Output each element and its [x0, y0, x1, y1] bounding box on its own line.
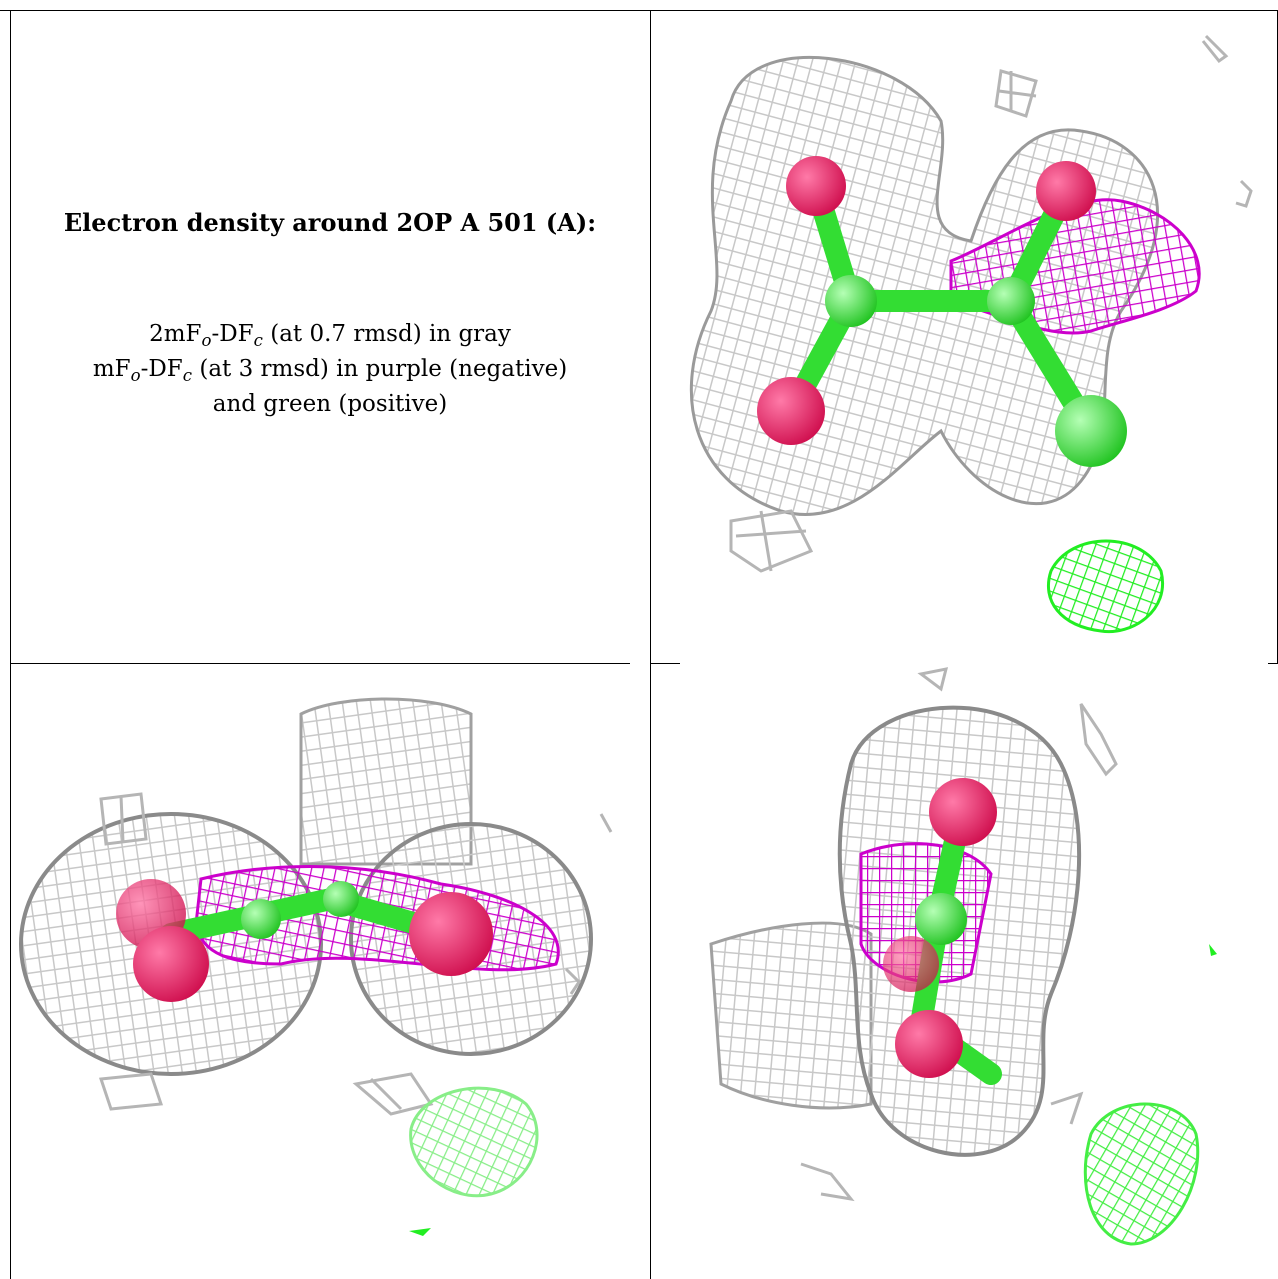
border-left-upper — [10, 10, 11, 663]
density-image-2 — [19, 697, 613, 1236]
border-horizontal-left — [10, 663, 630, 664]
green-positive-mesh — [1046, 539, 1165, 634]
border-horizontal-right — [650, 663, 680, 664]
green-positive-mesh — [409, 1086, 539, 1198]
density-view-bottom-right — [651, 664, 1277, 1279]
caption-title: Electron density around 2OP A 501 (A): — [63, 208, 597, 237]
caption-line-gray: 2mFo-DFc (at 0.7 rmsd) in gray — [149, 321, 511, 350]
density-view-top-right — [651, 11, 1277, 663]
stray-mesh-fragments — [729, 34, 1253, 573]
molecule-atoms — [883, 778, 997, 1078]
caption-line-difference: mFo-DFc (at 3 rmsd) in purple (negative) — [92, 356, 568, 385]
caption-description: 2mFo-DFc (at 0.7 rmsd) in gray mFo-DFc (… — [10, 317, 650, 422]
caption-line-colors: and green (positive) — [212, 391, 448, 417]
green-positive-fragment — [1209, 944, 1217, 956]
green-fragment — [409, 1228, 431, 1236]
border-left-lower — [10, 664, 11, 1279]
density-view-bottom-left — [11, 664, 650, 1279]
density-image-3 — [709, 667, 1217, 1246]
border-top — [0, 10, 1278, 11]
border-horizontal-end — [1268, 663, 1278, 664]
gray-density-left-wing — [709, 921, 873, 1110]
gray-density-upper-mesh — [299, 697, 473, 866]
stray-mesh-fragments — [800, 667, 1118, 1202]
density-image-1 — [690, 34, 1253, 634]
molecule-atoms — [116, 879, 493, 1002]
molecule-atoms — [757, 156, 1127, 467]
caption-cell: Electron density around 2OP A 501 (A): 2… — [10, 208, 650, 422]
green-positive-mesh — [1083, 1102, 1200, 1246]
border-middle — [650, 10, 651, 1279]
